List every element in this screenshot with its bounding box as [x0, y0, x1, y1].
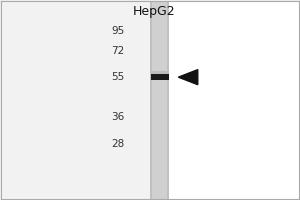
- Bar: [1, 1, 150, 199]
- Bar: [152, 71, 167, 74]
- Text: 72: 72: [111, 46, 124, 56]
- Bar: [150, 1, 170, 199]
- Text: 95: 95: [111, 26, 124, 36]
- Bar: [152, 1, 167, 199]
- Bar: [169, 1, 299, 199]
- Text: HepG2: HepG2: [133, 5, 176, 18]
- Text: 36: 36: [111, 112, 124, 122]
- Text: 55: 55: [111, 72, 124, 82]
- Polygon shape: [178, 70, 198, 85]
- Bar: [151, 74, 169, 80]
- Text: 28: 28: [111, 139, 124, 149]
